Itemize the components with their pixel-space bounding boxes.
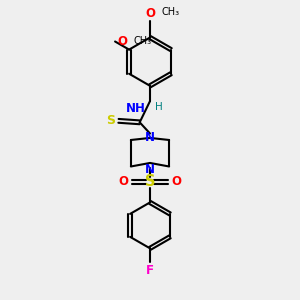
- Text: O: O: [145, 7, 155, 20]
- Text: N: N: [145, 163, 155, 176]
- Text: O: O: [119, 175, 129, 188]
- Text: S: S: [106, 114, 115, 127]
- Text: N: N: [145, 130, 155, 144]
- Text: F: F: [146, 264, 154, 277]
- Text: NH: NH: [126, 102, 146, 115]
- Text: S: S: [145, 174, 155, 189]
- Text: O: O: [171, 175, 181, 188]
- Text: H: H: [155, 102, 163, 112]
- Text: O: O: [117, 35, 127, 48]
- Text: CH₃: CH₃: [133, 37, 152, 46]
- Text: CH₃: CH₃: [161, 8, 179, 17]
